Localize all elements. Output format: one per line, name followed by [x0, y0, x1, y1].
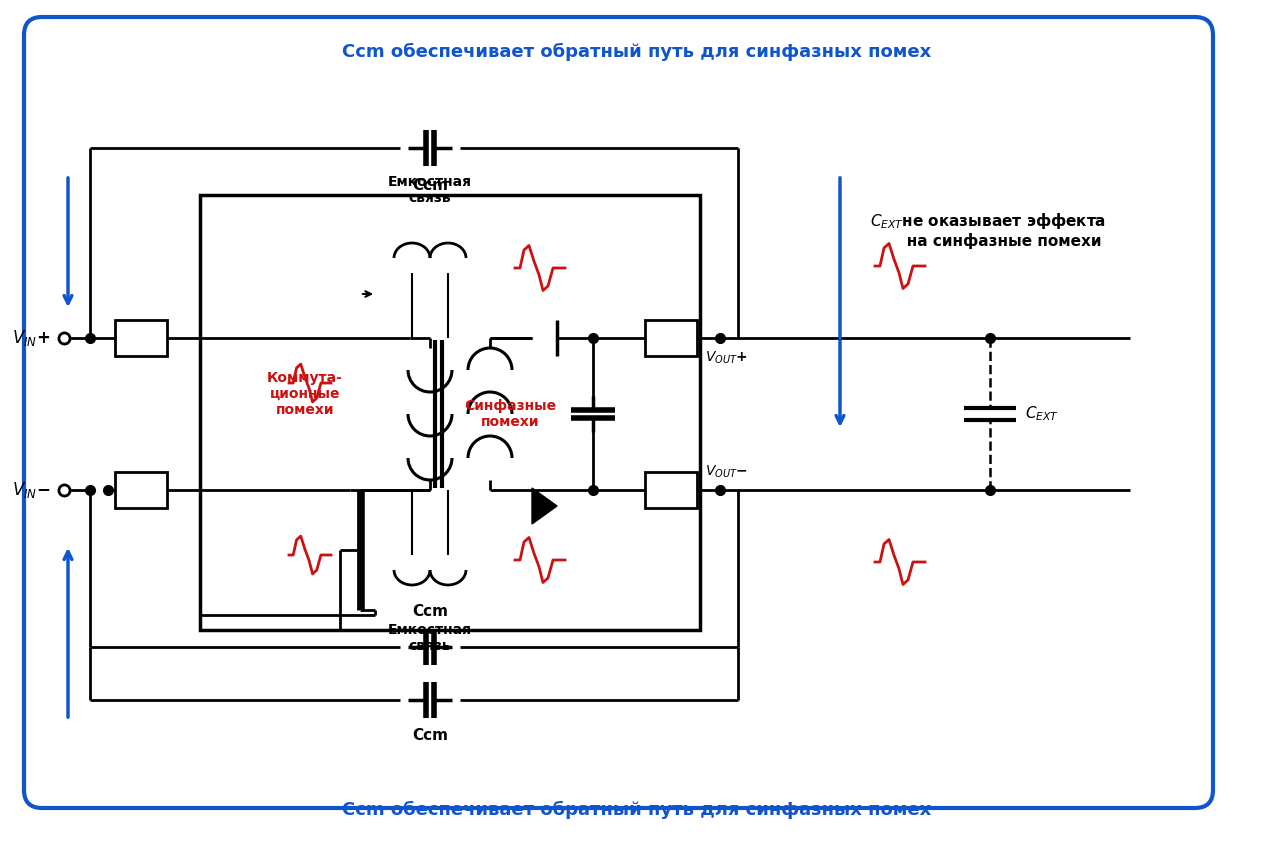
Text: $V_{IN}$+: $V_{IN}$+ [11, 328, 50, 348]
Bar [115, 320, 167, 356]
Text: Емкостная
связь: Емкостная связь [388, 175, 472, 205]
Text: Емкостная
связь: Емкостная связь [388, 623, 472, 653]
Text: Ссm обеспечивает обратный путь для синфазных помех: Ссm обеспечивает обратный путь для синфа… [343, 43, 932, 61]
Text: $C_{EXT}$не оказывает эффекта
       на синфазные помехи: $C_{EXT}$не оказывает эффекта на синфазн… [870, 211, 1105, 249]
Bar [645, 320, 697, 356]
Text: Синфазные
помехи: Синфазные помехи [464, 399, 556, 429]
Text: $V_{OUT}$−: $V_{OUT}$− [705, 464, 747, 480]
Text: Ссm: Ссm [412, 603, 448, 619]
Polygon shape [532, 488, 557, 524]
Bar [200, 195, 700, 630]
Bar [645, 472, 697, 508]
Text: $V_{OUT}$+: $V_{OUT}$+ [705, 349, 747, 366]
Text: Ссm обеспечивает обратный путь для синфазных помех: Ссm обеспечивает обратный путь для синфа… [343, 801, 932, 819]
FancyBboxPatch shape [24, 17, 1213, 808]
Bar [115, 472, 167, 508]
Text: $V_{IN}$−: $V_{IN}$− [11, 480, 50, 500]
Text: Коммута-
ционные
помехи: Коммута- ционные помехи [266, 371, 343, 417]
Text: Ссm: Ссm [412, 178, 448, 193]
Text: $C_{EXT}$: $C_{EXT}$ [1025, 404, 1060, 424]
Text: Ссm: Ссm [412, 728, 448, 744]
